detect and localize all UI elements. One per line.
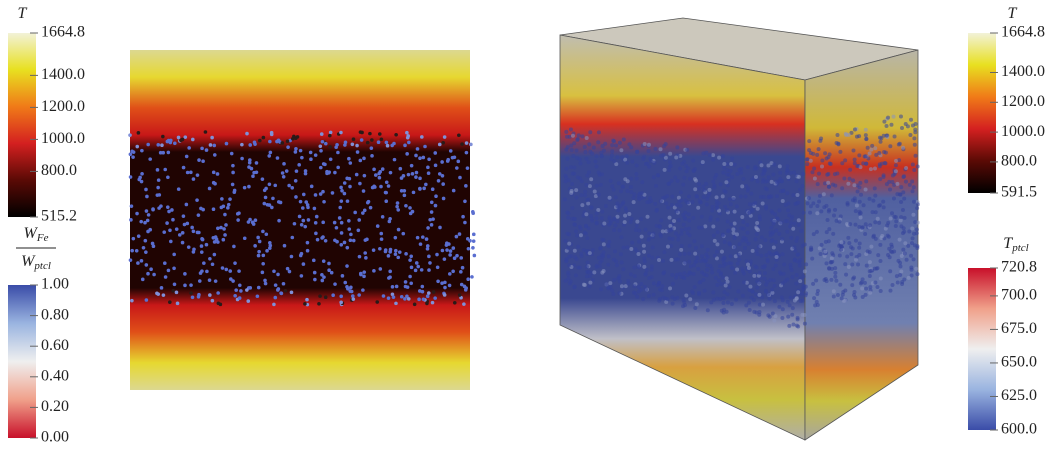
title-denominator: Wptcl — [21, 253, 51, 272]
tick-label: 0.60 — [41, 337, 69, 354]
title-main: T — [1008, 5, 1018, 22]
tick-label: 1664.8 — [41, 24, 85, 41]
tick-label: 650.0 — [1001, 354, 1037, 371]
colorbar-title: T — [1008, 5, 1018, 22]
tick-label: 0.40 — [41, 367, 69, 384]
tick-label: 1664.8 — [1001, 24, 1045, 41]
tick-label: 591.5 — [1001, 184, 1037, 201]
tick-label: 0.20 — [41, 398, 69, 415]
title-sub: ptcl — [1011, 242, 1029, 254]
colorbar — [8, 33, 36, 217]
title-main: T — [18, 5, 28, 22]
slice-view — [130, 50, 470, 390]
tick-label: 800.0 — [41, 162, 77, 179]
tick-label: 515.2 — [41, 208, 77, 225]
colorbar-title: T — [18, 5, 28, 22]
tick-label: 1200.0 — [41, 98, 85, 115]
tick-label: 625.0 — [1001, 387, 1037, 404]
colorbar — [968, 33, 996, 193]
tick-label: 700.0 — [1001, 287, 1037, 304]
tick-label: 0.80 — [41, 306, 69, 323]
tick-label: 600.0 — [1001, 421, 1037, 438]
tick-label: 1000.0 — [41, 130, 85, 147]
title-sub: ptcl — [33, 260, 51, 272]
colorbar-title: Tptcl — [1003, 235, 1028, 254]
tick-label: 1400.0 — [1001, 63, 1045, 80]
title-sub: Fe — [36, 232, 49, 244]
tick-label: 1200.0 — [1001, 93, 1045, 110]
box-front — [560, 35, 805, 440]
tick-label: 720.8 — [1001, 259, 1037, 276]
tick-label: 800.0 — [1001, 153, 1037, 170]
title-numerator: WFe — [24, 225, 49, 244]
tick-label: 1000.0 — [1001, 123, 1045, 140]
tick-label: 1.00 — [41, 276, 69, 293]
colorbar — [968, 268, 996, 430]
tick-label: 1400.0 — [41, 66, 85, 83]
tick-label: 675.0 — [1001, 320, 1037, 337]
figure: 1664.8 1400.0 1200.0 1000.0 800.0 515.2 T 1.00 0… — [0, 0, 1064, 450]
colorbar — [8, 285, 36, 438]
tick-label: 0.00 — [41, 429, 69, 446]
